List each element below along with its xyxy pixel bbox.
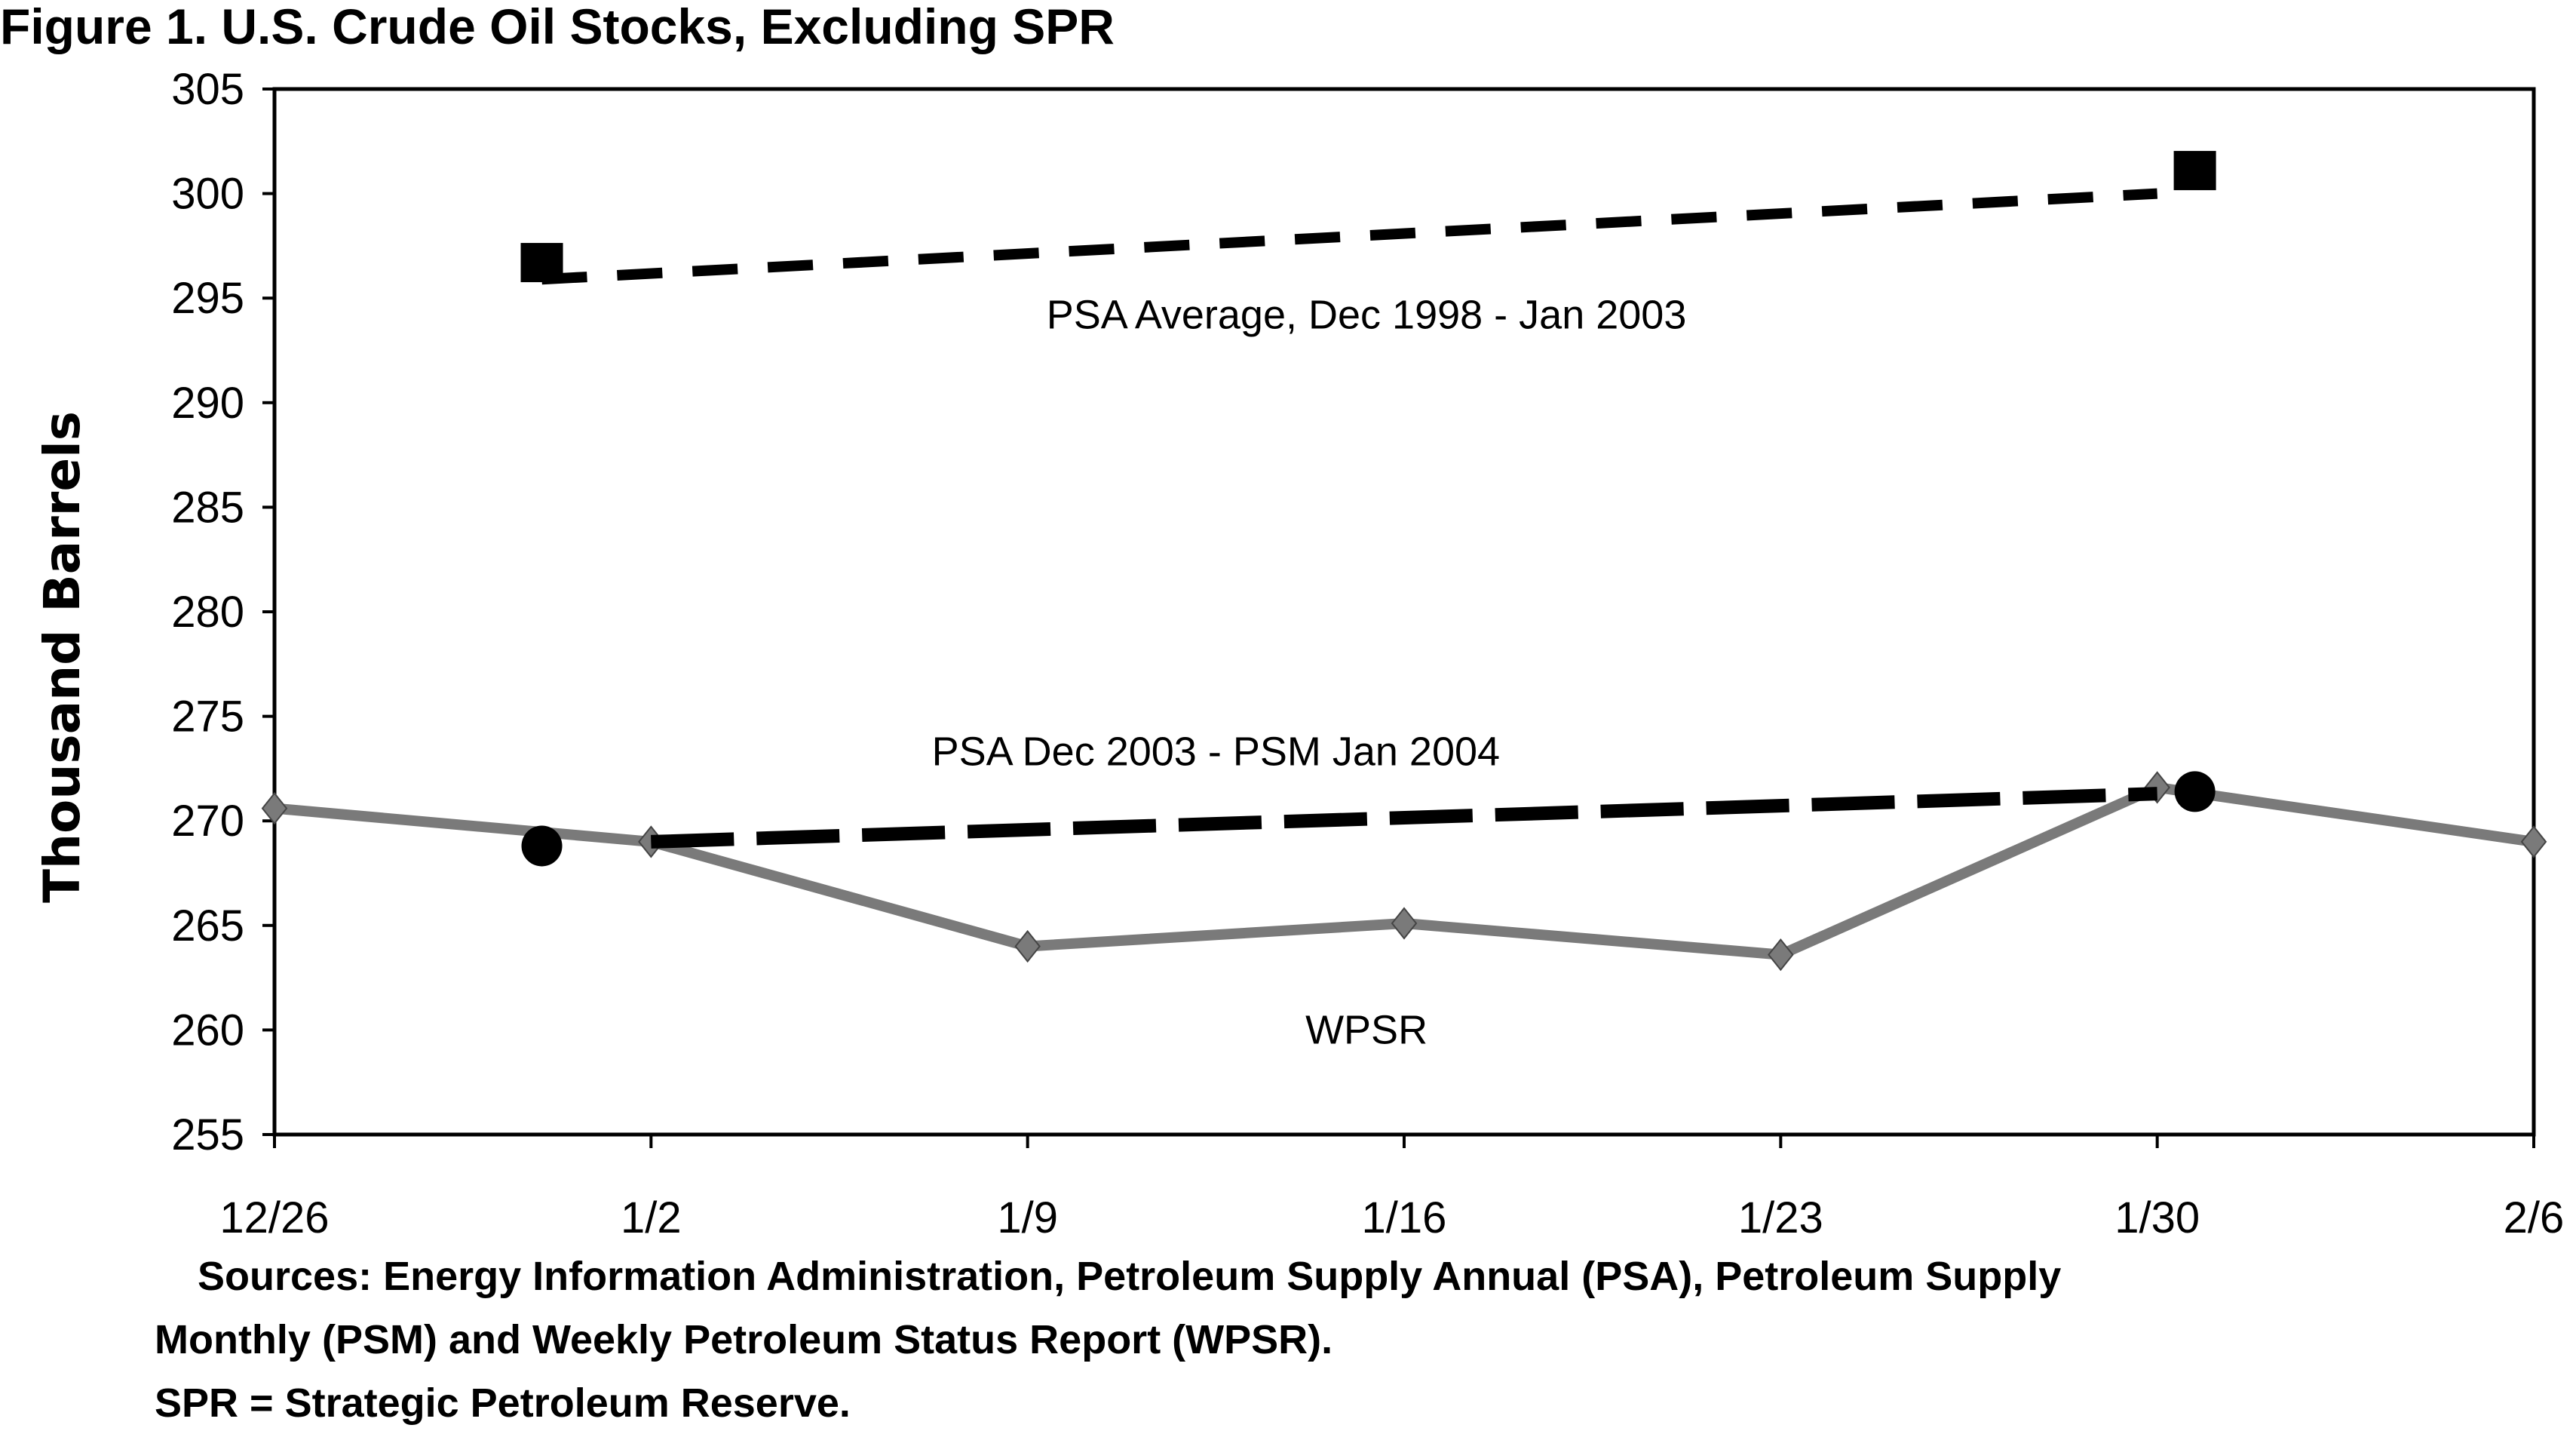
footnote-sources-cont: Monthly (PSM) and Weekly Petroleum Statu… xyxy=(155,1317,1332,1362)
y-axis: 255 260 265 270 275 280 285 290 295 300 305 xyxy=(171,65,274,1159)
chart-title: Figure 1. U.S. Crude Oil Stocks, Excludi… xyxy=(0,0,1115,54)
annotations: PSA Average, Dec 1998 - Jan 2003 PSA Dec … xyxy=(932,292,1687,1052)
y-tick-label: 255 xyxy=(171,1110,244,1159)
annotation-label: WPSR xyxy=(1305,1007,1428,1052)
data-point xyxy=(2174,771,2216,812)
x-tick-label: 1/30 xyxy=(2114,1193,2200,1242)
x-axis: 12/26 1/2 1/9 1/16 1/23 1/30 2/6 xyxy=(219,1135,2564,1242)
x-tick-label: 2/6 xyxy=(2504,1193,2565,1242)
y-tick-label: 300 xyxy=(171,170,244,219)
y-tick-label: 265 xyxy=(171,901,244,950)
data-point xyxy=(1391,907,1418,940)
plot-area xyxy=(272,87,2536,1137)
data-point xyxy=(521,825,563,867)
x-tick-label: 1/23 xyxy=(1738,1193,1823,1242)
annotation-label: PSA Average, Dec 1998 - Jan 2003 xyxy=(1047,292,1687,337)
series-layer xyxy=(261,151,2547,972)
x-tick-label: 1/2 xyxy=(621,1193,682,1242)
x-tick-label: 1/9 xyxy=(997,1193,1058,1242)
y-tick-label: 305 xyxy=(171,65,244,114)
y-tick-label: 280 xyxy=(171,588,244,637)
y-tick-label: 290 xyxy=(171,379,244,428)
footnote-spr: SPR = Strategic Petroleum Reserve. xyxy=(155,1380,851,1426)
y-tick-label: 260 xyxy=(171,1006,244,1055)
series-psa-average-dec-1998-jan-2003 xyxy=(520,151,2216,285)
annotation-label: PSA Dec 2003 - PSM Jan 2004 xyxy=(932,729,1500,775)
x-tick-label: 12/26 xyxy=(219,1193,329,1242)
series-line xyxy=(651,787,2157,849)
series-psa-dec-2003-psm-jan-2004 xyxy=(521,771,2216,867)
plot-border xyxy=(272,87,2536,1137)
y-tick-label: 275 xyxy=(171,692,244,742)
data-point xyxy=(2173,151,2216,191)
y-tick-label: 295 xyxy=(171,274,244,323)
data-point xyxy=(1014,929,1041,963)
y-axis-label: Thousand Barrels xyxy=(33,411,91,903)
series-line xyxy=(541,188,2158,285)
footnote-sources: Sources: Energy Information Administrati… xyxy=(198,1254,2061,1299)
y-tick-label: 270 xyxy=(171,797,244,846)
data-point xyxy=(2520,825,2547,858)
y-tick-label: 285 xyxy=(171,483,244,532)
data-point xyxy=(520,243,563,283)
x-tick-label: 1/16 xyxy=(1362,1193,1447,1242)
data-point xyxy=(261,791,288,825)
data-point xyxy=(1768,938,1794,972)
